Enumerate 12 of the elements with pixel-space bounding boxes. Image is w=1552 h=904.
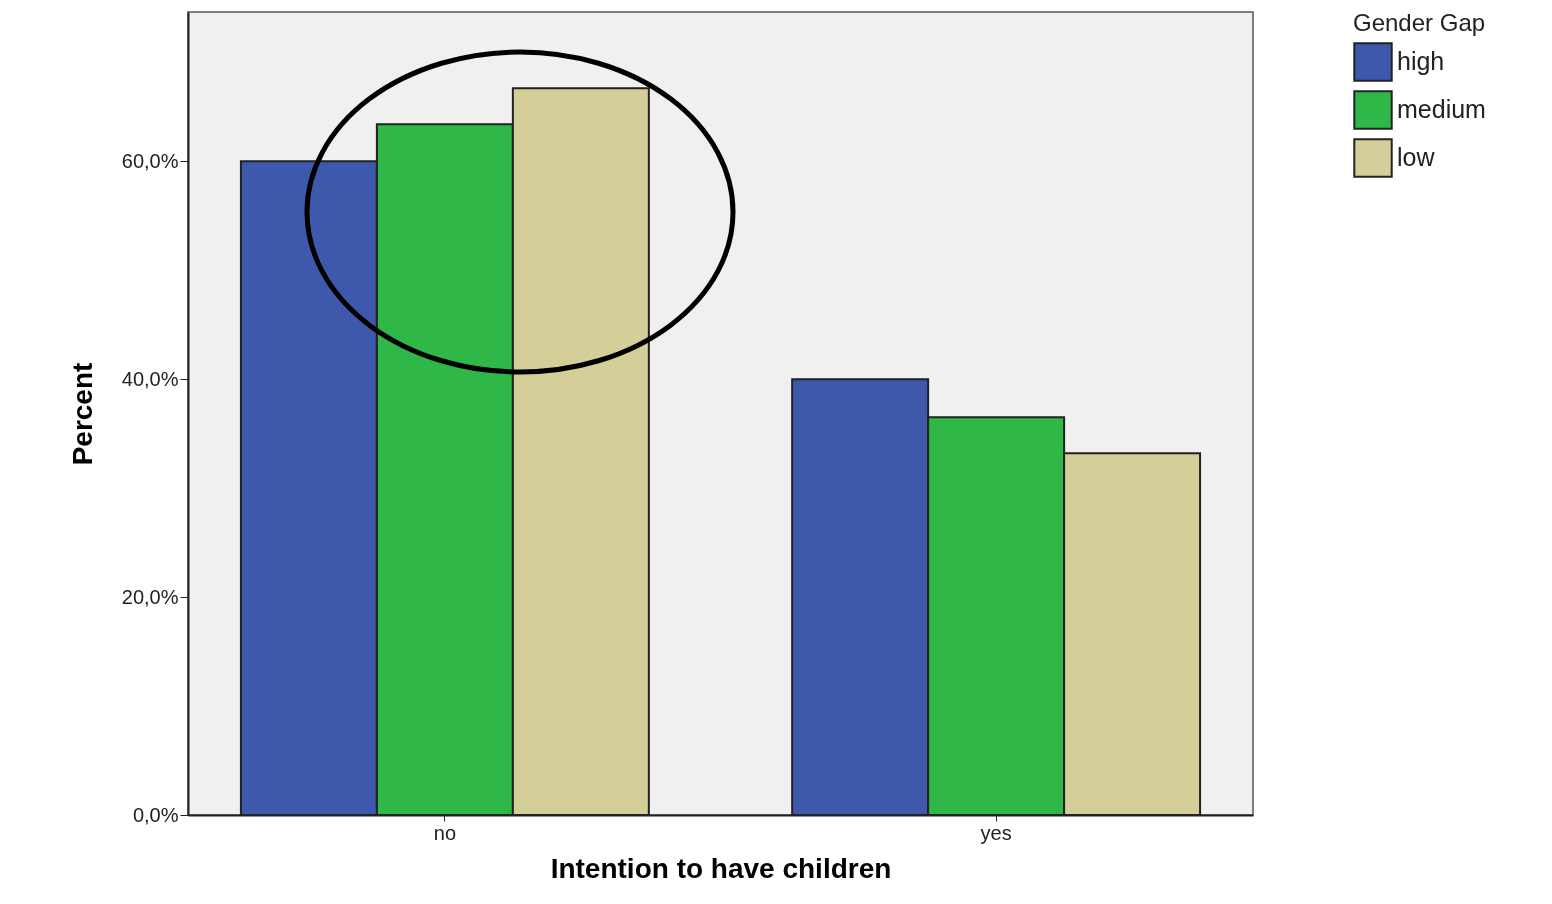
x-tick-label: no xyxy=(433,821,456,844)
legend-title: Gender Gap xyxy=(1353,9,1486,36)
x-tick-label: yes xyxy=(980,821,1012,844)
legend-label: medium xyxy=(1397,95,1486,123)
y-tick-label: 60,0% xyxy=(121,149,179,172)
y-tick-label: 0,0% xyxy=(132,803,179,826)
y-tick-label: 40,0% xyxy=(121,367,179,390)
y-axis-title: Percent xyxy=(66,362,98,466)
legend-label: low xyxy=(1397,143,1436,171)
y-tick-label: 20,0% xyxy=(121,585,179,608)
x-axis-title: Intention to have children xyxy=(550,852,892,884)
legend-label: high xyxy=(1397,47,1445,75)
